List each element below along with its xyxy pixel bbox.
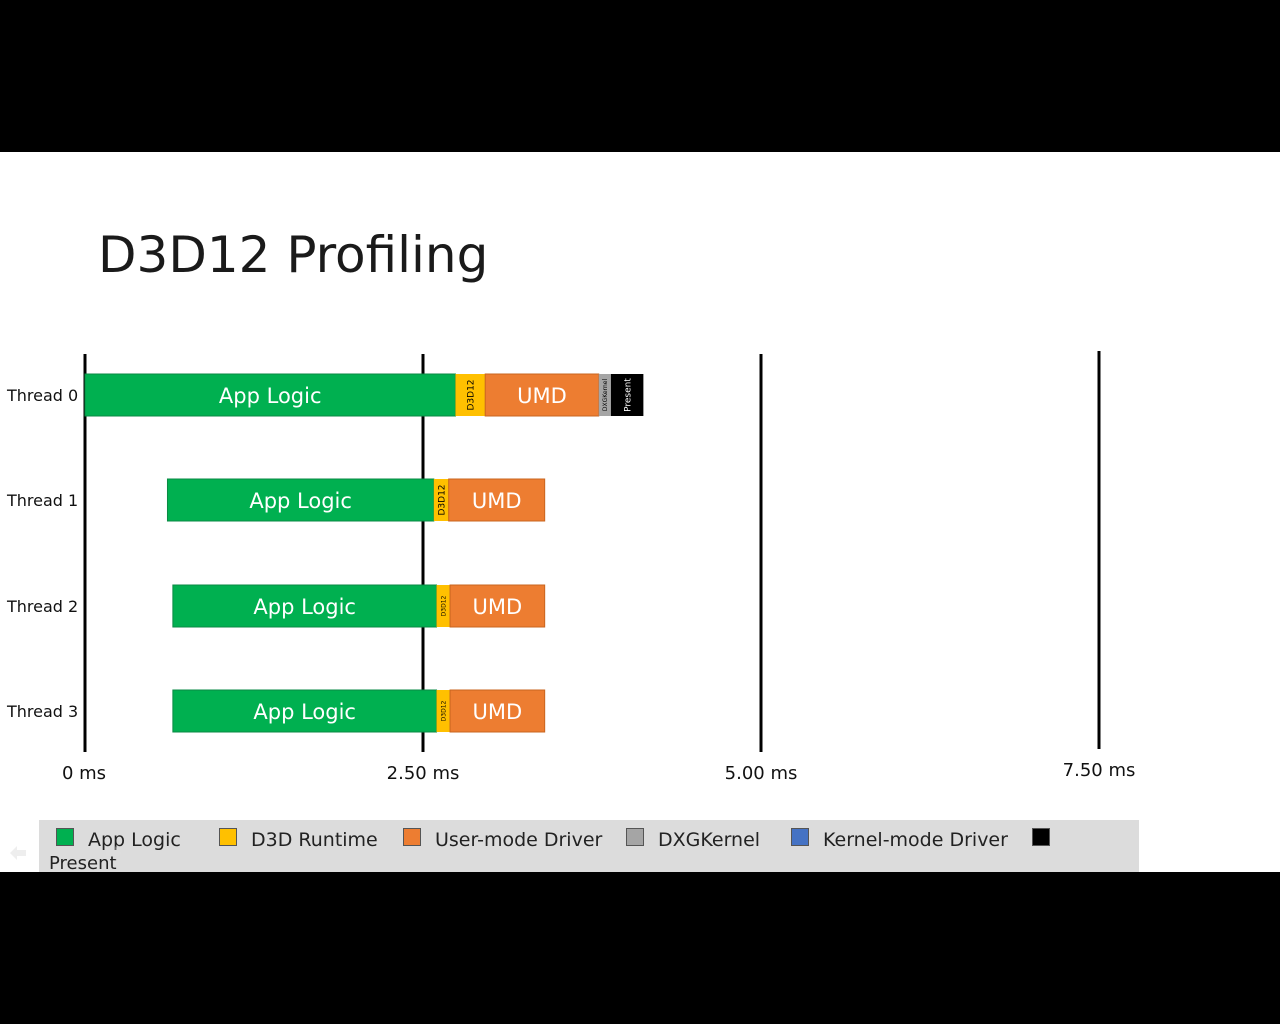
bar-label-thread0-3: DXGKernel (602, 379, 609, 412)
legend-label-2: User-mode Driver (435, 829, 603, 851)
bar-thread1-app-logic (166, 478, 435, 522)
bar-label-thread3-0: App Logic (253, 700, 356, 724)
legend-swatch-1 (219, 828, 237, 846)
legend-swatch-5 (1032, 828, 1050, 846)
legend-swatch-3 (626, 828, 644, 846)
prev-slide-icon[interactable] (10, 846, 26, 860)
legend-label-present: Present (49, 853, 117, 872)
bar-thread0-user-mode-driver (484, 373, 600, 417)
tick-label-0: 0 ms (62, 763, 106, 784)
bar-thread3-d3d-runtime (436, 690, 451, 732)
slide-title: D3D12 Profiling (98, 226, 489, 284)
slide-nav-arrows[interactable] (6, 842, 126, 864)
legend-label-1: D3D Runtime (251, 829, 378, 851)
bar-label-thread0-1: D3D12 (466, 379, 476, 410)
bar-label-thread1-1: D3D12 (437, 484, 447, 515)
bar-label-thread0-0: App Logic (219, 384, 322, 408)
row-labels: Thread 0 Thread 1 Thread 2 Thread 3 (6, 386, 78, 721)
tick-label-2: 5.00 ms (725, 763, 798, 784)
bar-thread0-dxgkernel (598, 374, 611, 416)
row-label-thread-3: Thread 3 (6, 702, 78, 721)
bar-thread3-user-mode-driver (449, 689, 546, 733)
slide: D3D12 Profiling App Logic D3D12 UMD DXGKern… (0, 152, 1280, 872)
bar-thread3-app-logic (172, 689, 438, 733)
legend-swatch-4 (791, 828, 809, 846)
legend-label-4: Kernel-mode Driver (823, 829, 1008, 851)
next-slide-icon[interactable] (106, 846, 122, 860)
bar-label-thread2-2: UMD (473, 595, 523, 619)
bar-label-thread2-1: D3D12 (440, 595, 447, 616)
bar-label-thread0-4: Present (623, 378, 633, 412)
bar-label-thread0-2: UMD (517, 384, 567, 408)
row-label-thread-1: Thread 1 (6, 491, 78, 510)
bar-thread0-d3d-runtime (455, 374, 486, 416)
legend-label-0: App Logic (88, 829, 181, 851)
bar-label-thread1-2: UMD (472, 489, 522, 513)
legend: App Logic D3D Runtime User-mode Driver DXGK… (39, 820, 1139, 872)
bar-thread1-d3d-runtime (433, 479, 449, 521)
gridlines (83, 351, 1101, 752)
bar-label-thread1-0: App Logic (249, 489, 352, 513)
legend-swatch-2 (403, 828, 421, 846)
bar-thread2-d3d-runtime (436, 585, 451, 627)
row-label-thread-0: Thread 0 (6, 386, 78, 405)
bar-thread0-present (610, 374, 644, 416)
bar-thread0-app-logic (84, 373, 456, 417)
bars: App Logic D3D12 UMD DXGKernel Present App Log… (84, 373, 644, 733)
row-label-thread-2: Thread 2 (6, 597, 78, 616)
bar-thread2-user-mode-driver (449, 584, 546, 628)
tick-label-3: 7.50 ms (1063, 760, 1136, 781)
bar-label-thread2-0: App Logic (253, 595, 356, 619)
legend-label-3: DXGKernel (658, 829, 761, 851)
bar-label-thread3-2: UMD (473, 700, 523, 724)
tick-label-1: 2.50 ms (387, 763, 460, 784)
bar-thread2-app-logic (172, 584, 438, 628)
bar-label-thread3-1: D3D12 (440, 700, 447, 721)
tick-labels: 0 ms 2.50 ms 5.00 ms 7.50 ms (62, 760, 1135, 784)
timeline-chart: App Logic D3D12 UMD DXGKernel Present App Log… (6, 351, 1135, 784)
bar-thread1-user-mode-driver (448, 478, 546, 522)
legend-swatch-0 (56, 828, 74, 846)
